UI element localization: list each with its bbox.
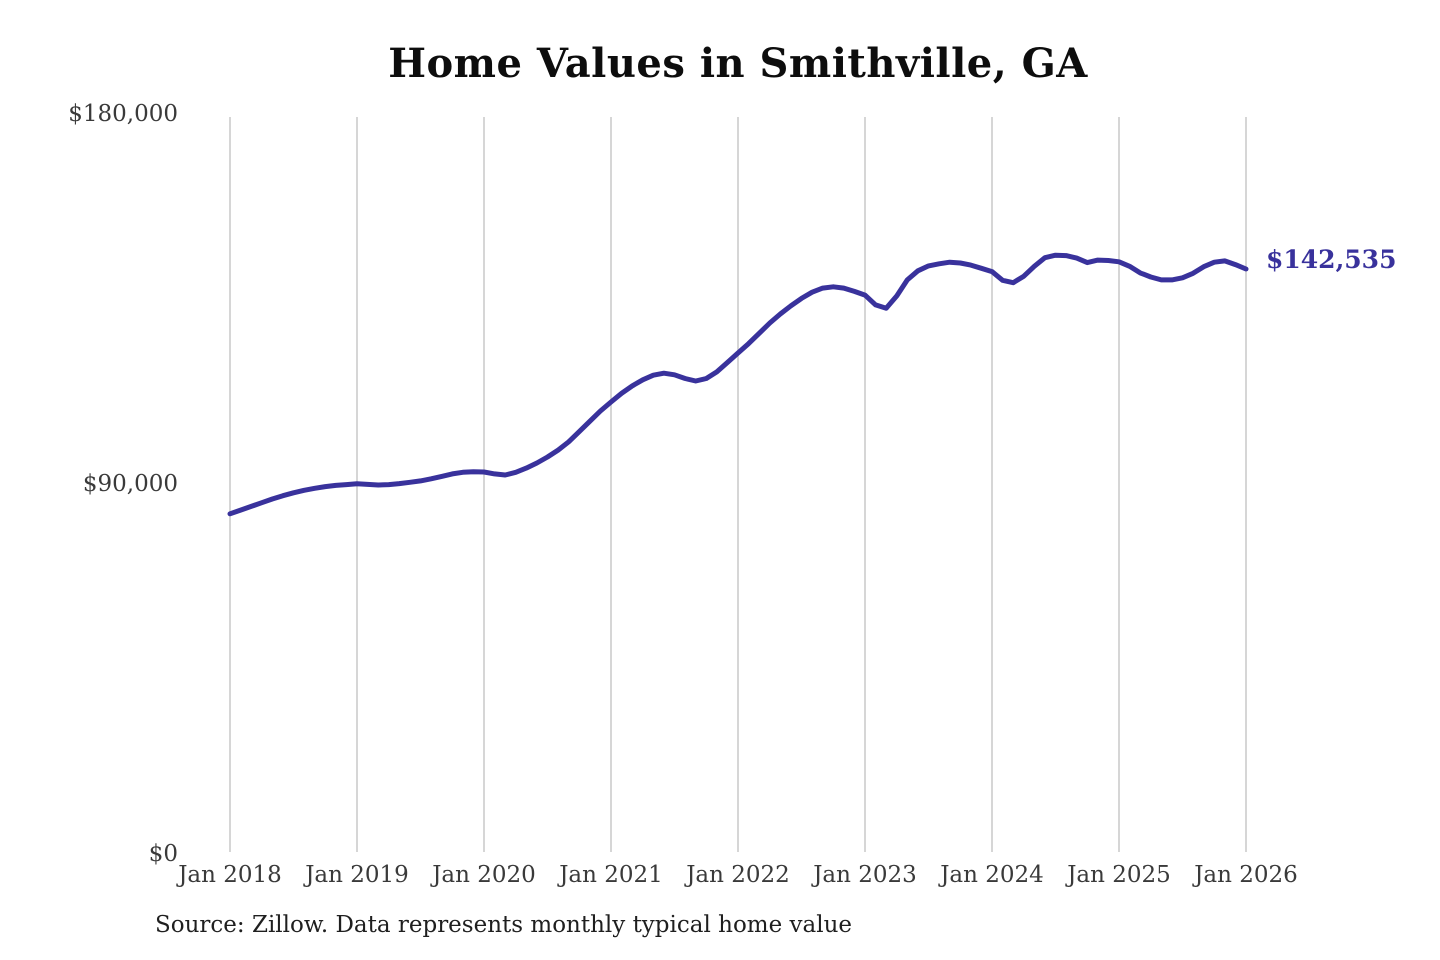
x-tick-label: Jan 2019 bbox=[305, 862, 409, 888]
x-tick-label: Jan 2026 bbox=[1194, 862, 1298, 888]
home-value-line bbox=[227, 252, 1249, 517]
x-tick-label: Jan 2022 bbox=[686, 862, 790, 888]
end-value-label: $142,535 bbox=[1266, 245, 1397, 274]
y-tick-label-180000: $180,000 bbox=[68, 101, 178, 127]
x-tick-label: Jan 2023 bbox=[813, 862, 917, 888]
x-tick-label: Jan 2018 bbox=[178, 862, 282, 888]
x-tick-label: Jan 2025 bbox=[1067, 862, 1171, 888]
x-tick-label: Jan 2024 bbox=[940, 862, 1044, 888]
y-tick-label-0: $0 bbox=[148, 841, 178, 867]
x-tick-label: Jan 2020 bbox=[432, 862, 536, 888]
source-note: Source: Zillow. Data represents monthly … bbox=[155, 912, 853, 938]
x-tick-label: Jan 2021 bbox=[559, 862, 663, 888]
chart-title: Home Values in Smithville, GA bbox=[388, 40, 1088, 87]
y-tick-label-90000: $90,000 bbox=[82, 471, 178, 497]
